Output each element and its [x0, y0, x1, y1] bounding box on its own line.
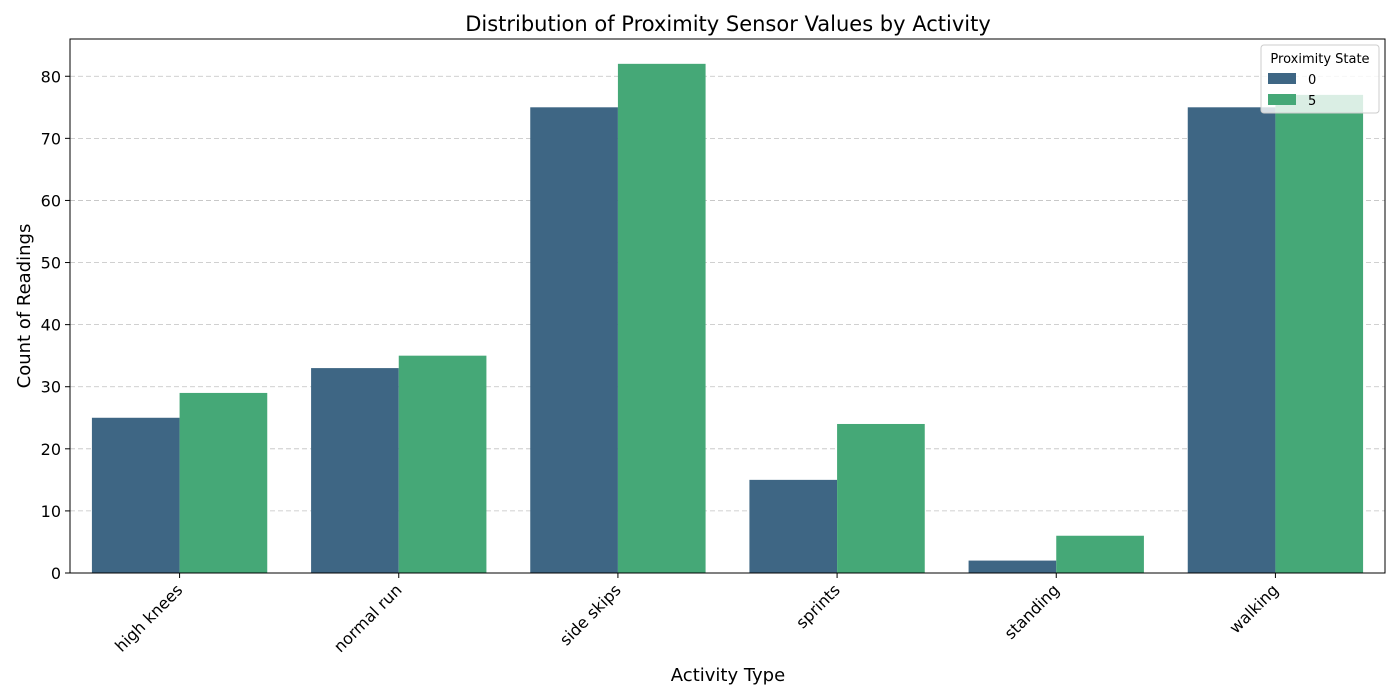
- legend-swatch-0: [1268, 73, 1296, 84]
- legend-swatch-5: [1268, 94, 1296, 105]
- x-tick-label: normal run: [330, 580, 406, 656]
- y-tick-label: 70: [41, 129, 61, 148]
- legend-entry-0: 0: [1308, 73, 1316, 88]
- x-axis-label: Activity Type: [671, 665, 785, 686]
- bar-standing-state-5: [1056, 535, 1144, 573]
- bar-high-knees-state-0: [91, 417, 180, 573]
- y-axis-label: Count of Readings: [14, 224, 35, 389]
- y-axis-ticks: 0 10 20 30 40 50 60 70 80: [41, 67, 70, 583]
- x-tick-label: standing: [1001, 580, 1064, 643]
- chart-title: Distribution of Proximity Sensor Values …: [465, 12, 991, 36]
- bar-standing-state-0: [968, 560, 1057, 573]
- y-tick-label: 40: [41, 316, 61, 335]
- bars: [91, 63, 1364, 574]
- y-tick-label: 10: [41, 502, 61, 521]
- x-axis-ticks: high knees normal run side skips sprints sta…: [111, 573, 1282, 656]
- legend-entry-5: 5: [1308, 94, 1316, 109]
- x-tick-label: walking: [1225, 580, 1282, 637]
- y-tick-label: 20: [41, 440, 61, 459]
- bar-normal-run-state-0: [311, 368, 399, 573]
- bar-sprints-state-0: [749, 479, 838, 573]
- x-tick-label: sprints: [792, 580, 844, 632]
- x-tick-label: side skips: [556, 580, 625, 649]
- gridlines: [70, 75, 1385, 512]
- y-tick-label: 0: [51, 564, 61, 583]
- bar-side-skips-state-0: [530, 107, 618, 574]
- y-tick-label: 50: [41, 254, 61, 273]
- y-tick-label: 80: [41, 67, 61, 86]
- legend-title: Proximity State: [1270, 52, 1369, 67]
- y-tick-label: 30: [41, 378, 61, 397]
- bar-sprints-state-5: [837, 423, 925, 573]
- x-tick-label: high knees: [111, 580, 186, 655]
- legend: Proximity State 0 5: [1260, 44, 1380, 114]
- y-tick-label: 60: [41, 191, 61, 210]
- plot-frame: [69, 38, 1386, 574]
- bar-normal-run-state-5: [398, 355, 487, 573]
- bar-side-skips-state-5: [617, 63, 706, 573]
- bar-high-knees-state-5: [179, 392, 268, 573]
- bar-walking-state-0: [1187, 107, 1276, 574]
- bar-walking-state-5: [1275, 94, 1364, 573]
